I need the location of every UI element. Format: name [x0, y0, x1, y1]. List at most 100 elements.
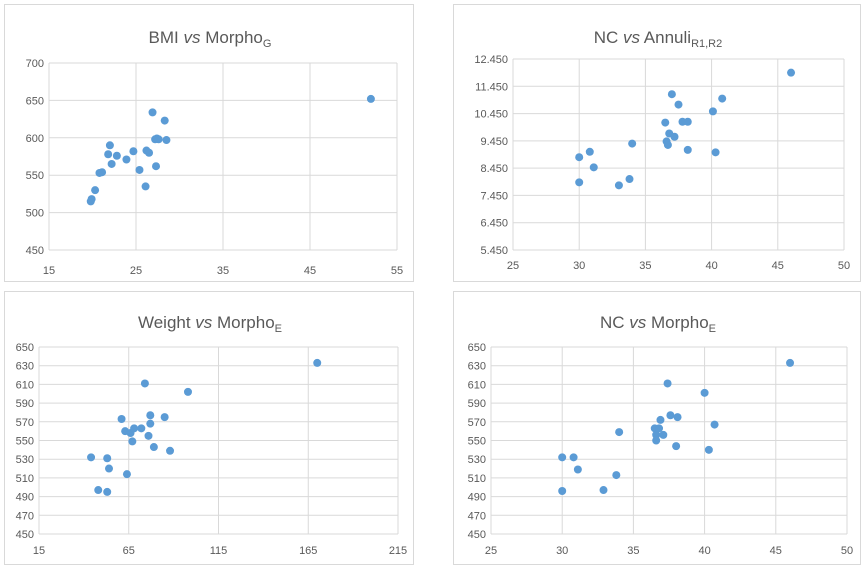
data-point [313, 358, 322, 367]
y-tick-label: 510 [16, 473, 34, 485]
data-point [146, 411, 155, 420]
y-tick-label: 630 [16, 361, 34, 373]
chart-nc-morphoe: NC vs MorphoE 650 630 610 590 570 550 530 510 490… [468, 313, 853, 557]
data-point [628, 139, 637, 148]
y-tick-label: 5.450 [480, 245, 508, 257]
data-point [107, 159, 116, 168]
data-point [129, 147, 138, 156]
data-point [661, 118, 670, 127]
x-tick-label: 165 [299, 545, 317, 557]
chart-title-vs: vs [195, 313, 213, 332]
chart-title: Weight vs MorphoE [138, 313, 282, 335]
x-tick-label: 40 [705, 260, 717, 272]
y-tick-label: 590 [16, 398, 34, 410]
chart-title-subscript: E [275, 323, 282, 335]
y-tick-label: 650 [26, 95, 44, 107]
y-tick-label: 550 [26, 170, 44, 182]
chart-nc-annuli: NC vs AnnuliR1,R2 12.450 11.450 10.450 9.450… [474, 28, 850, 272]
y-tick-label: 650 [468, 342, 486, 354]
data-point [573, 465, 582, 474]
y-tick-label: 500 [26, 208, 44, 220]
data-point [625, 175, 634, 184]
y-tick-label: 11.450 [475, 81, 508, 93]
data-point [599, 486, 608, 495]
data-point [128, 437, 137, 446]
data-point [710, 420, 719, 429]
data-point [704, 445, 713, 454]
data-point [154, 135, 163, 144]
data-point [149, 443, 158, 452]
chart-title-main: Morpho [201, 28, 263, 47]
data-point [144, 431, 153, 440]
y-tick-label: 450 [16, 529, 34, 541]
data-point [140, 379, 149, 388]
data-point [94, 486, 103, 495]
y-tick-label: 8.450 [480, 163, 508, 175]
y-tick-label: 490 [16, 492, 34, 504]
chart-title-subscript: E [709, 323, 716, 335]
data-point [667, 90, 676, 99]
chart-title-vs: vs [184, 28, 202, 47]
x-tick-label: 40 [698, 545, 710, 557]
chart-title-prefix: NC [594, 28, 623, 47]
y-tick-label: 7.450 [480, 190, 508, 202]
data-point [711, 148, 720, 157]
data-point [91, 186, 100, 195]
data-point [98, 168, 107, 177]
x-tick-label: 30 [556, 545, 568, 557]
chart-title-main: Annuli [640, 28, 691, 47]
data-point [130, 424, 139, 433]
chart-title-vs: vs [623, 28, 641, 47]
data-point [652, 430, 661, 439]
x-tick-label: 115 [210, 545, 228, 557]
x-tick-label: 45 [304, 265, 316, 277]
x-tick-label: 45 [770, 545, 782, 557]
x-tick-label: 55 [391, 265, 403, 277]
data-point [105, 141, 114, 150]
y-tick-label: 10.450 [474, 109, 508, 121]
data-point [615, 428, 624, 437]
y-tick-label: 470 [468, 510, 486, 522]
data-point [166, 446, 175, 455]
data-point [122, 470, 131, 479]
x-tick-label: 45 [772, 260, 784, 272]
x-tick-label: 50 [841, 545, 853, 557]
data-point [683, 117, 692, 126]
data-point [670, 132, 679, 141]
data-point [135, 165, 144, 174]
y-tick-label: 590 [468, 398, 486, 410]
y-tick-label: 550 [468, 436, 486, 448]
chart-title: NC vs MorphoE [600, 313, 716, 335]
data-point [558, 486, 567, 495]
data-point [87, 195, 96, 204]
data-point [87, 453, 96, 462]
y-tick-label: 450 [468, 529, 486, 541]
chart-title-main: Morpho [646, 313, 708, 332]
data-point [105, 464, 114, 473]
data-point [663, 379, 672, 388]
data-point [683, 145, 692, 154]
x-tick-label: 25 [130, 265, 142, 277]
data-point [152, 162, 161, 171]
y-tick-label: 630 [468, 361, 486, 373]
data-point [160, 413, 169, 422]
y-tick-label: 490 [468, 492, 486, 504]
chart-title-prefix: NC [600, 313, 629, 332]
data-point [655, 424, 664, 433]
chart-weight-morphoe: Weight vs MorphoE 650 630 610 590 570 550 530 51… [16, 313, 408, 557]
y-tick-label: 530 [468, 454, 486, 466]
data-point [708, 107, 717, 116]
chart-title-prefix: Weight [138, 313, 195, 332]
data-point [103, 487, 112, 496]
x-tick-label: 25 [507, 260, 519, 272]
data-point [122, 155, 131, 164]
chart-title-subscript: G [263, 38, 272, 50]
data-point [183, 387, 192, 396]
data-point [585, 147, 594, 156]
x-tick-label: 30 [573, 260, 585, 272]
data-point [673, 413, 682, 422]
y-tick-label: 570 [16, 417, 34, 429]
data-point [663, 140, 672, 149]
chart-title-vs: vs [629, 313, 647, 332]
y-tick-label: 650 [16, 342, 34, 354]
